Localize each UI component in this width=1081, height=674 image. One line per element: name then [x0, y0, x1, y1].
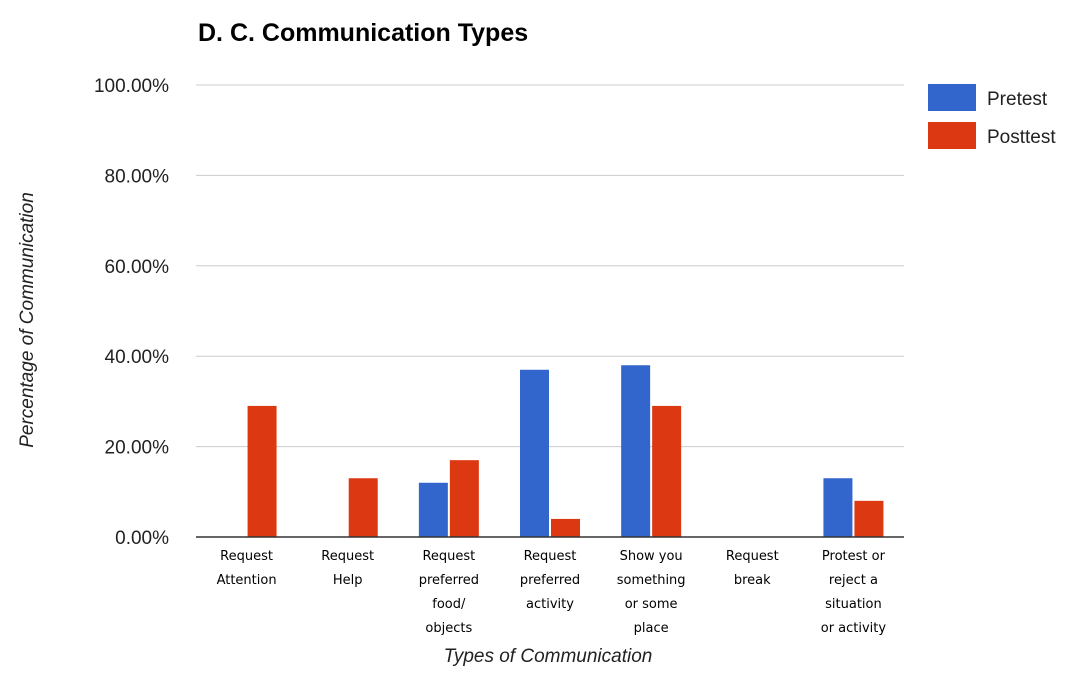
x-tick-label-line: Show you [620, 549, 683, 564]
bar-posttest [854, 500, 884, 537]
legend-label: Pretest [987, 89, 1048, 110]
x-tick-label: Request break [726, 549, 779, 588]
bar-pretest [621, 365, 651, 537]
x-tick-label-line: Request [726, 549, 779, 564]
y-tick-label: 60.00% [105, 257, 170, 278]
gridlines [196, 84, 904, 448]
x-tick-label: Request preferred food/objects [419, 549, 479, 636]
x-tick-label-line: or some [625, 597, 678, 612]
bar-posttest [551, 518, 580, 537]
x-tick-label: Show you something or some place [617, 549, 686, 636]
x-axis-ticks: Request Attention Request Help Request prefer… [217, 549, 887, 636]
x-tick-label-line: Request [321, 549, 374, 564]
x-tick-label: Request Attention [217, 549, 277, 588]
x-tick-label-line: objects [425, 621, 472, 636]
y-tick-label: 20.00% [105, 438, 170, 459]
x-tick-label-line: Help [333, 573, 363, 588]
y-tick-label: 0.00% [115, 528, 169, 549]
x-tick-label-line: or activity [821, 621, 887, 636]
x-tick-label: Request Help [321, 549, 374, 588]
bar-posttest [449, 460, 479, 537]
x-tick-label-line: activity [526, 597, 574, 612]
x-tick-label-line: Request [524, 549, 577, 564]
x-tick-label: Protest or reject a situation or activity [821, 549, 887, 636]
x-tick-label-line: Attention [217, 573, 277, 588]
x-axis-label: Types of Communication [444, 646, 653, 667]
x-tick-label: Request preferred activity [520, 549, 580, 612]
x-tick-label-line: Request [422, 549, 475, 564]
bars [247, 365, 884, 537]
x-tick-label-line: break [734, 573, 771, 588]
legend: Pretest Posttest [928, 84, 1056, 149]
bar-pretest [418, 482, 448, 537]
x-tick-label-line: preferred [419, 573, 479, 588]
x-tick-label-line: Request [220, 549, 273, 564]
legend-swatch-pretest [928, 84, 976, 111]
bar-pretest [520, 369, 549, 537]
y-tick-label: 100.00% [94, 76, 169, 97]
y-axis-ticks: 0.00% 20.00% 40.00% 60.00% 80.00% 100.00% [94, 76, 169, 549]
bar-posttest [652, 405, 682, 537]
y-tick-label: 80.00% [105, 166, 170, 187]
legend-label: Posttest [987, 127, 1056, 148]
x-tick-label-line: reject a [829, 573, 878, 588]
y-tick-label: 40.00% [105, 347, 170, 368]
x-tick-label-line: place [634, 621, 669, 636]
chart-title: D. C. Communication Types [198, 19, 528, 47]
bar-pretest [823, 478, 853, 537]
x-tick-label-line: preferred [520, 573, 580, 588]
bar-posttest [348, 478, 378, 537]
bar-posttest [247, 405, 277, 537]
x-tick-label-line: something [617, 573, 686, 588]
x-tick-label-line: situation [825, 597, 882, 612]
x-tick-label-line: Protest or [822, 549, 886, 564]
y-axis-label: Percentage of Communication [17, 192, 38, 448]
legend-swatch-posttest [928, 122, 976, 149]
x-tick-label-line: food/ [432, 597, 466, 612]
